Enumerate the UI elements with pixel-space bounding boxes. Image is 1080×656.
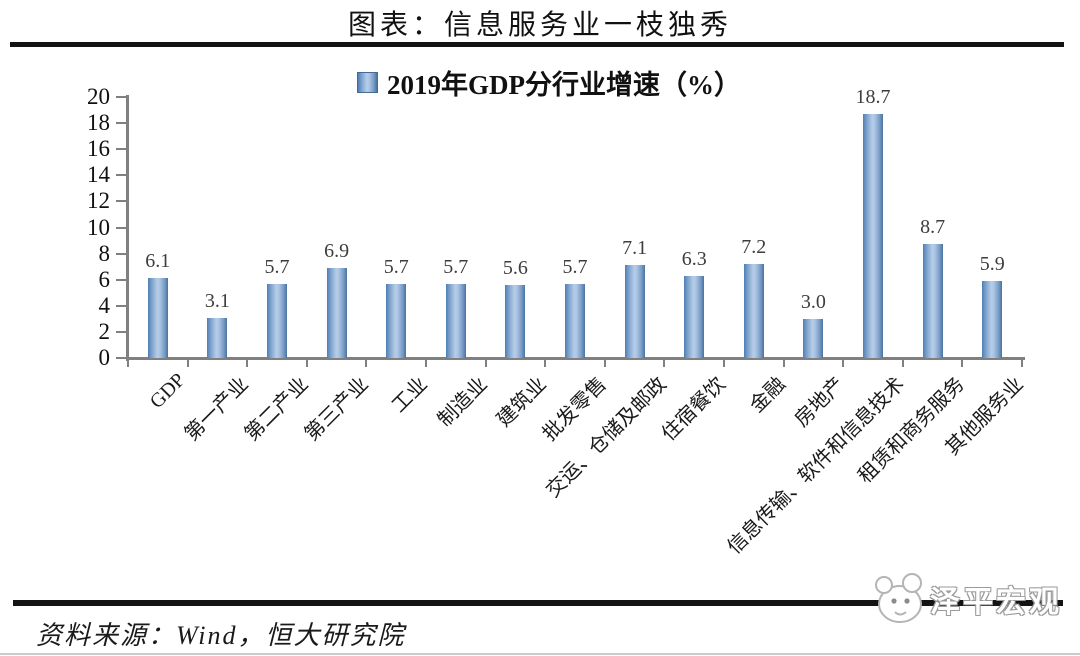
- y-axis-tick-label: 18: [87, 110, 110, 136]
- figure-title: 图表：信息服务业一枝独秀: [347, 10, 732, 41]
- y-axis-tick: [116, 304, 128, 307]
- y-axis-tick: [116, 96, 128, 98]
- bar-value-label: 6.1: [145, 250, 171, 273]
- y-axis-tick-label: 14: [87, 162, 110, 188]
- bar-value-label: 6.9: [324, 239, 350, 262]
- bar-value-label: 7.2: [741, 236, 767, 259]
- x-axis-tick: [484, 359, 487, 367]
- y-axis-tick: [116, 226, 128, 229]
- x-axis-tick: [246, 359, 249, 367]
- x-axis-tick: [782, 359, 785, 367]
- x-axis-tick: [603, 359, 606, 367]
- bar: [803, 318, 824, 358]
- bar: [743, 264, 764, 358]
- bar: [505, 284, 526, 358]
- y-axis-tick-label: 6: [98, 266, 111, 292]
- y-axis-tick: [116, 278, 128, 281]
- x-axis-tick: [663, 359, 666, 367]
- x-axis-tick: [365, 359, 368, 367]
- x-axis-category-label: GDP: [145, 369, 190, 413]
- x-axis-category-label: 第一产业: [181, 373, 254, 446]
- bar: [565, 283, 585, 358]
- bar-value-label: 5.7: [383, 255, 409, 278]
- source-note: 资料来源：Wind，恒大研究院: [36, 621, 406, 650]
- x-axis-tick: [305, 359, 308, 367]
- y-axis-tick: [116, 148, 128, 151]
- bar: [207, 317, 228, 358]
- x-axis-category-label: 制造业: [433, 373, 492, 432]
- y-axis-tick-label: 0: [98, 345, 111, 370]
- x-axis-tick: [1021, 359, 1023, 367]
- x-axis-category-label: 住宿餐饮: [657, 373, 731, 446]
- watermark: 泽平宏观: [870, 572, 1062, 626]
- bar-value-label: 5.7: [562, 255, 588, 278]
- bar: [982, 281, 1003, 358]
- legend-label: 2019年GDP分行业增速（%）: [387, 70, 741, 100]
- x-axis-tick: [425, 359, 427, 367]
- y-axis-tick-label: 8: [98, 240, 111, 266]
- y-axis-tick: [116, 174, 128, 177]
- y-axis-tick-label: 10: [87, 214, 110, 240]
- bar-value-label: 5.7: [443, 255, 469, 278]
- x-axis-category-label: 金融: [745, 373, 790, 418]
- legend-marker-icon: [357, 72, 378, 93]
- y-axis-tick-label: 4: [98, 292, 111, 318]
- bar-value-label: 5.9: [979, 253, 1005, 275]
- bar-value-label: 5.7: [264, 255, 290, 278]
- bar-value-label: 7.1: [622, 237, 648, 260]
- x-axis-category-label: 第三产业: [300, 373, 373, 446]
- bar: [445, 283, 466, 358]
- x-axis-category-label: 工业: [388, 373, 433, 418]
- bottom-edge-line: [0, 653, 1080, 655]
- bar: [386, 283, 407, 358]
- x-axis-tick: [961, 359, 964, 367]
- bar-value-label: 8.7: [920, 216, 946, 239]
- y-axis-tick: [116, 252, 128, 255]
- y-axis-tick: [116, 357, 128, 359]
- chart-legend: 2019年GDP分行业增速（%）: [0, 63, 1080, 102]
- bar: [267, 283, 287, 358]
- x-axis-tick: [901, 359, 904, 367]
- bar: [147, 278, 168, 358]
- watermark-text: 泽平宏观: [930, 586, 1062, 619]
- bottom-divider: [13, 600, 1063, 606]
- x-axis-tick: [723, 359, 725, 367]
- y-axis-tick-label: 2: [98, 318, 111, 344]
- y-axis-tick: [116, 200, 128, 203]
- bar: [326, 267, 347, 358]
- x-axis-tick: [842, 359, 845, 367]
- x-axis-tick: [186, 359, 189, 367]
- bar-value-label: 5.6: [502, 256, 528, 279]
- bar: [863, 113, 883, 358]
- bar: [624, 265, 645, 358]
- bar-value-label: 18.7: [855, 85, 891, 108]
- y-axis-tick: [116, 122, 128, 125]
- bar: [922, 244, 943, 358]
- x-axis-category-label: 第二产业: [240, 373, 313, 446]
- bar-value-label: 6.3: [681, 247, 707, 270]
- y-axis-tick: [116, 330, 128, 333]
- bar: [684, 275, 705, 358]
- x-axis-tick: [127, 359, 129, 367]
- bar-value-label: 3.0: [800, 290, 826, 313]
- x-axis-tick: [544, 359, 547, 367]
- y-axis-tick-label: 16: [87, 136, 110, 162]
- top-divider: [10, 42, 1064, 47]
- y-axis-tick-label: 12: [87, 188, 110, 214]
- bar-value-label: 3.1: [204, 289, 230, 312]
- x-axis-line: [126, 357, 1025, 360]
- y-axis-tick-label: 20: [87, 84, 110, 109]
- brand-logo-icon: [875, 573, 922, 623]
